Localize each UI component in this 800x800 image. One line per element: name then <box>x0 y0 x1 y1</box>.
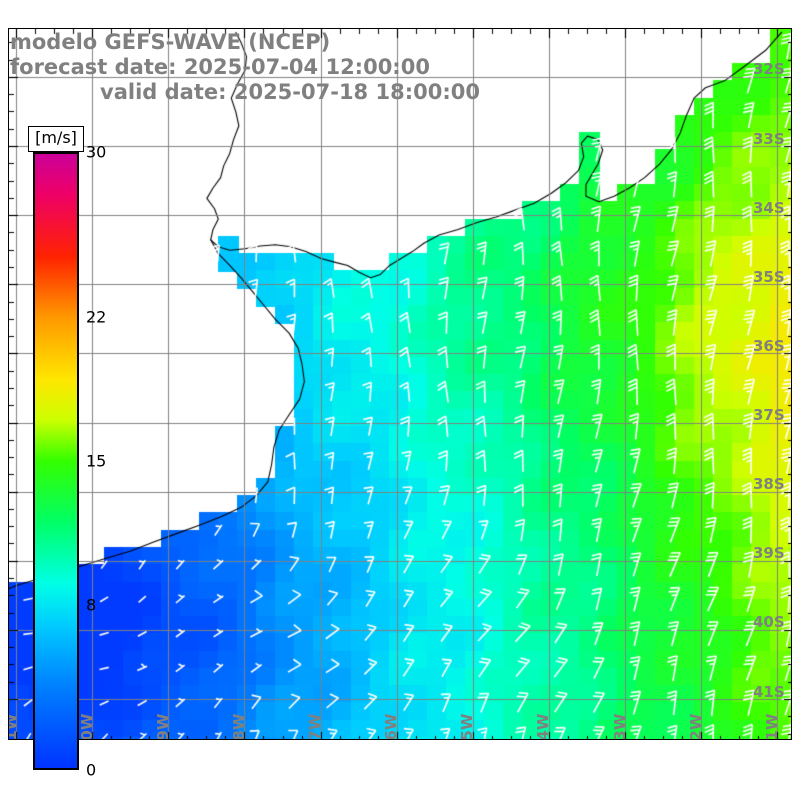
colorbar-gradient <box>35 154 77 768</box>
longitude-label: 55W <box>458 713 477 740</box>
longitude-label: 54W <box>534 713 553 740</box>
latitude-label: 38S <box>753 475 785 494</box>
longitude-label: 59W <box>153 713 172 740</box>
longitude-label: 53W <box>610 713 629 740</box>
latitude-label: 37S <box>753 406 785 425</box>
latitude-label: 33S <box>753 129 785 148</box>
colorbar-tick-label: 8 <box>86 595 97 615</box>
longitude-label: 58W <box>229 713 248 740</box>
longitude-label: 60W <box>77 713 96 740</box>
latitude-label: 34S <box>753 198 785 217</box>
axis-tick-layer <box>9 29 791 739</box>
longitude-label: 57W <box>306 713 325 740</box>
map-plot-area[interactable]: 61W 60W 59W 58W 57W 56W 55W 54W 53W 52W 51W 32S 33S 3… <box>8 28 792 740</box>
latitude-label: 40S <box>753 613 785 632</box>
data-layer <box>9 29 791 739</box>
colorbar-tick-label: 22 <box>86 307 107 327</box>
latitude-label: 39S <box>753 544 785 563</box>
colorbar-tick-label: 15 <box>86 451 107 471</box>
colorbar-tick-label: 30 <box>86 142 107 162</box>
longitude-label: 52W <box>686 713 705 740</box>
latitude-label: 35S <box>753 267 785 286</box>
colorbar-unit-label: [m/s] <box>35 128 77 147</box>
latitude-label: 36S <box>753 336 785 355</box>
latitude-label: 41S <box>753 682 785 701</box>
latitude-label: 32S <box>753 60 785 79</box>
longitude-label: 51W <box>762 713 781 740</box>
colorbar-tick-label: 0 <box>86 760 97 780</box>
longitude-label: 61W <box>8 713 20 740</box>
colorbar-unit-box <box>28 126 84 152</box>
longitude-label: 56W <box>382 713 401 740</box>
colorbar-gradient-frame <box>33 152 79 770</box>
